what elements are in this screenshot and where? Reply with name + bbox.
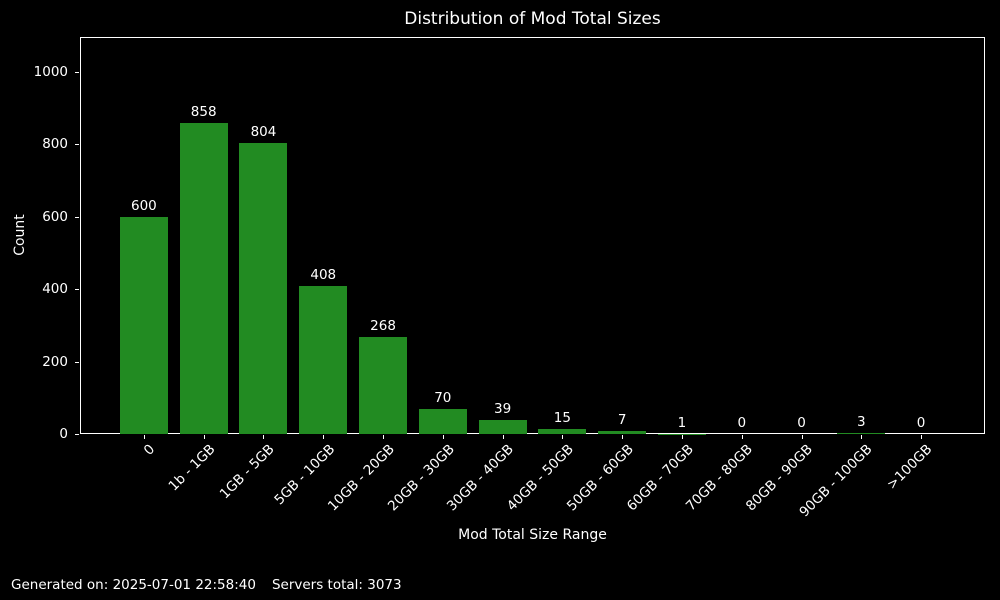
bar-value-label: 804 [250,123,277,140]
bar [119,216,168,434]
x-axis-label: Mod Total Size Range [458,527,607,543]
x-tick-mark [861,435,863,439]
bar-value-label: 39 [494,400,512,417]
y-tick-mark [75,289,79,291]
y-tick-label: 600 [42,208,68,225]
bar [538,428,587,434]
bar-value-label: 3 [857,413,866,430]
x-tick-mark [502,435,504,439]
plot-area [80,37,985,434]
y-tick-label: 0 [59,426,68,442]
y-tick-mark [75,434,79,435]
x-tick-mark [203,435,205,439]
chart-title: Distribution of Mod Total Sizes [404,9,661,29]
bar [418,408,467,434]
bar-value-label: 268 [370,317,396,334]
x-tick-label: 1b - 1GB [165,441,219,495]
bar [837,432,886,434]
footer-statusbar: Generated on: 2025-07-01 22:58:40 Servers… [11,577,402,593]
y-tick-mark [75,144,79,146]
y-tick-mark [75,361,79,363]
bar-value-label: 0 [737,415,747,431]
x-tick-mark [801,435,803,439]
y-tick-label: 1000 [33,64,68,80]
x-tick-mark [921,435,923,439]
x-tick-mark [442,435,444,439]
bar-value-label: 15 [553,409,571,426]
generated-timestamp: Generated on: 2025-07-01 22:58:40 [11,577,256,593]
bar-value-label: 70 [434,389,452,406]
bar-value-label: 1 [677,414,687,431]
x-tick-label: >100GB [884,441,936,493]
bar-value-label: 0 [797,415,806,431]
bar-value-label: 600 [131,197,157,214]
y-tick-label: 800 [42,136,68,153]
y-tick-label: 400 [42,281,68,298]
bar-value-label: 408 [310,267,337,284]
bar [478,419,527,434]
bar [359,336,408,434]
bar [299,286,348,434]
bar [239,142,288,434]
x-tick-label: 0 [141,441,159,459]
x-tick-mark [323,435,325,439]
bar-value-label: 7 [617,412,627,429]
x-tick-mark [263,435,265,439]
x-tick-label: 1GB - 5GB [217,441,279,503]
x-tick-mark [681,435,683,439]
x-tick-mark [622,435,624,439]
bar-value-label: 0 [916,415,926,431]
servers-total: Servers total: 3073 [271,577,402,593]
y-tick-label: 200 [42,353,68,370]
x-tick-mark [143,435,145,439]
x-tick-mark [562,435,564,439]
y-tick-mark [75,216,79,218]
bar [179,123,228,434]
x-tick-mark [741,435,743,439]
bar-value-label: 858 [190,104,217,121]
bar [598,431,647,434]
x-tick-mark [383,435,385,439]
y-tick-mark [75,72,79,73]
